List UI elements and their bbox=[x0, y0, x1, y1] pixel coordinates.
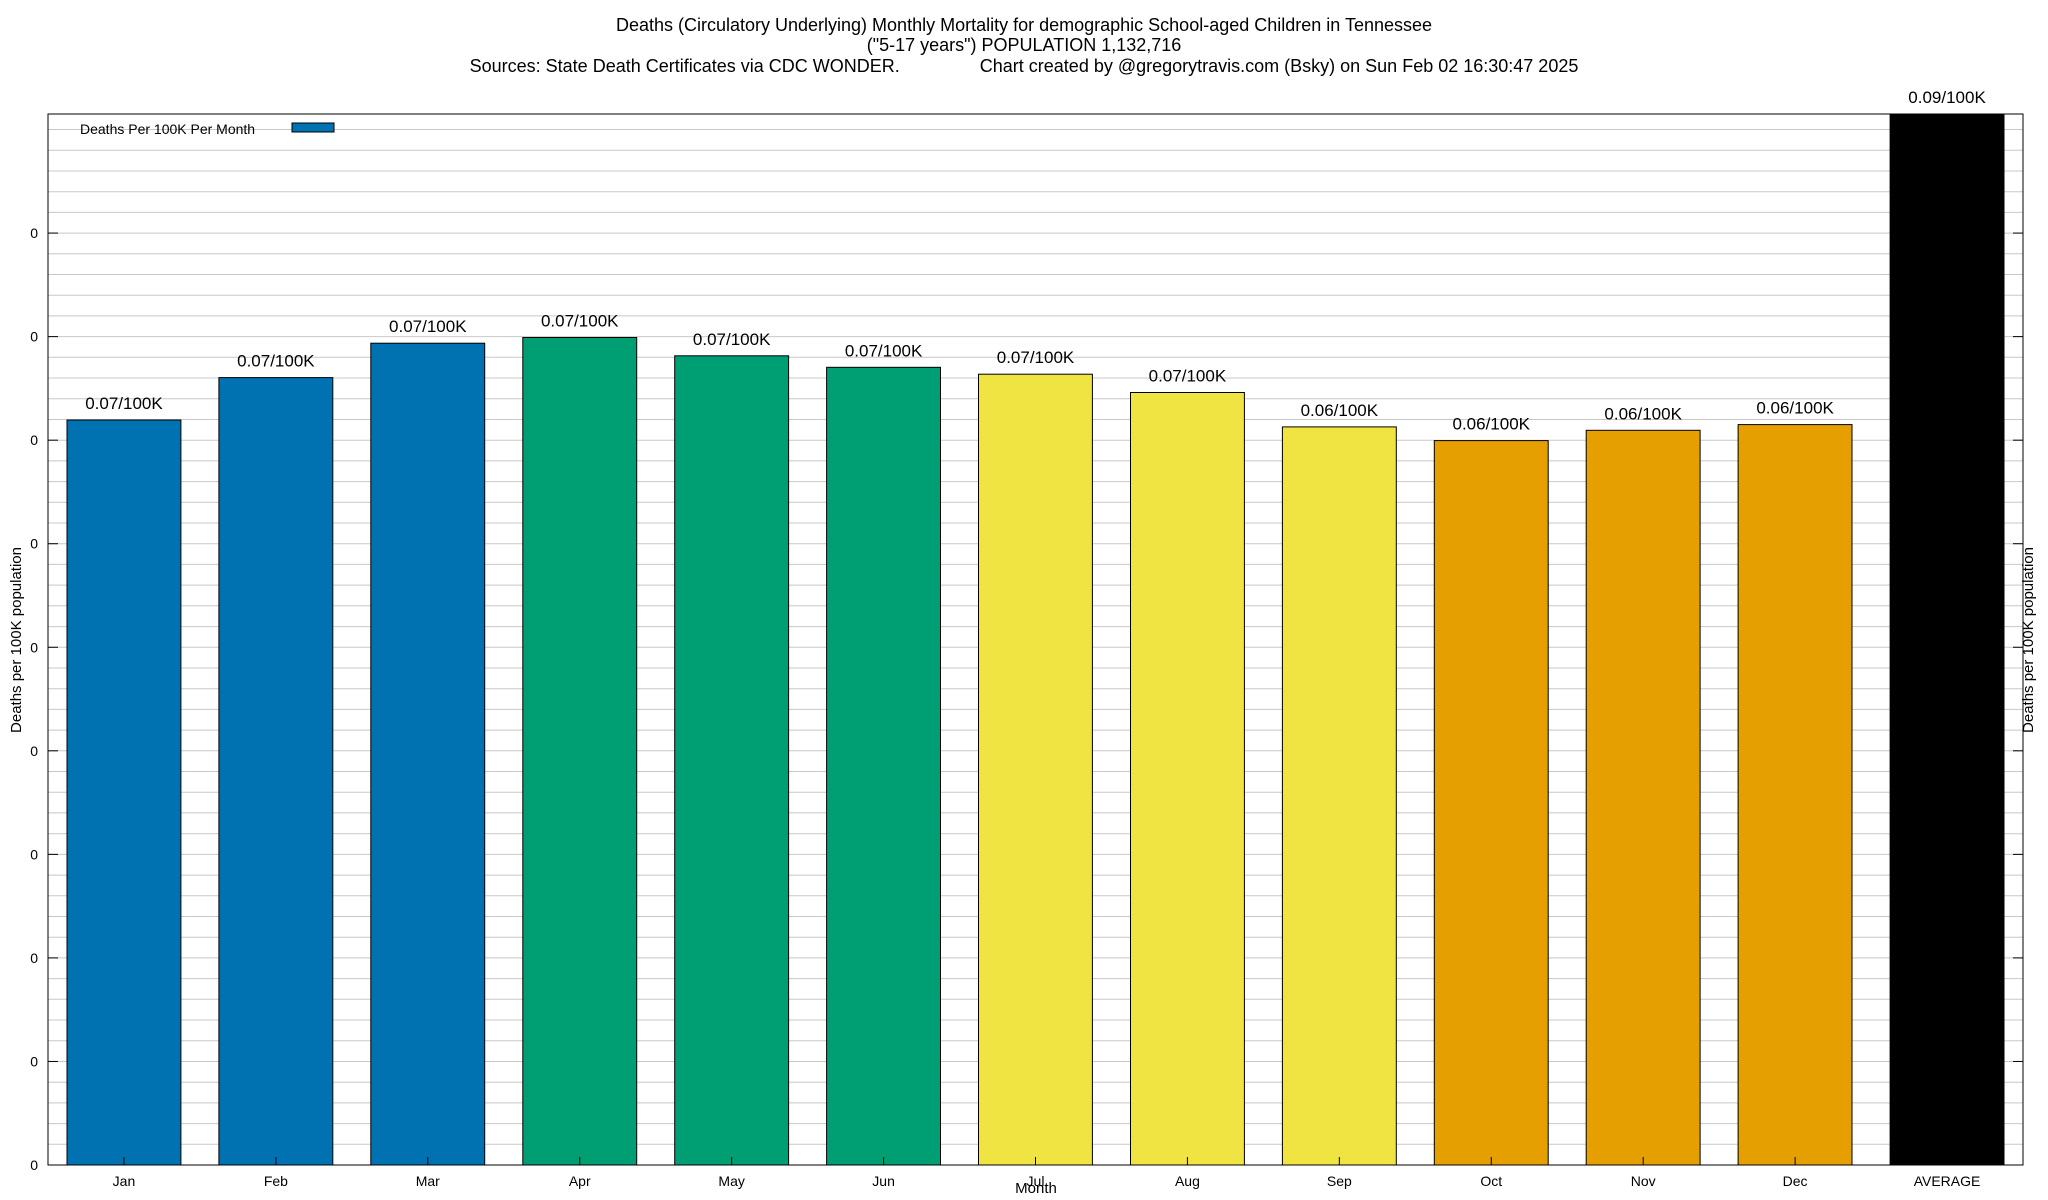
bar-feb bbox=[218, 377, 334, 1166]
y-tick-label: 0 bbox=[30, 1157, 38, 1173]
y-tick-label: 0 bbox=[30, 329, 38, 345]
x-tick-labels: Jan Feb Mar Apr May Jun Jul Aug Sep Oct Nov Dec AVER… bbox=[113, 1157, 1981, 1189]
bar-jul bbox=[978, 373, 1093, 1166]
bar-value-label: 0.07/100K bbox=[997, 348, 1075, 367]
x-tick-label: Aug bbox=[1175, 1173, 1200, 1189]
bar-value-label: 0.07/100K bbox=[1149, 367, 1227, 386]
legend-swatch bbox=[291, 122, 335, 133]
bar-value-label: 0.06/100K bbox=[1301, 401, 1379, 420]
y-tick-label: 0 bbox=[30, 743, 38, 759]
x-tick-label: Oct bbox=[1480, 1173, 1502, 1189]
bar-jun bbox=[826, 366, 941, 1166]
x-tick-label: Mar bbox=[416, 1173, 440, 1189]
y-tick-label: 0 bbox=[30, 536, 38, 552]
title-line-1: Deaths (Circulatory Underlying) Monthly … bbox=[616, 15, 1432, 35]
x-axis-label: Month bbox=[1015, 1180, 1057, 1197]
y-axis-label-left: Deaths per 100K population bbox=[8, 547, 25, 733]
bar-jan bbox=[66, 419, 182, 1166]
bar-value-label: 0.06/100K bbox=[1453, 415, 1531, 434]
bar-value-label: 0.06/100K bbox=[1604, 404, 1682, 423]
bar-value-label: 0.07/100K bbox=[541, 312, 619, 331]
legend-label: Deaths Per 100K Per Month bbox=[80, 121, 255, 137]
y-tick-label: 0 bbox=[30, 846, 38, 862]
y-tick-labels: 0 0 0 0 0 0 0 0 0 0 bbox=[30, 225, 38, 1173]
x-tick-label: Apr bbox=[569, 1173, 591, 1189]
bar-mar bbox=[370, 342, 486, 1166]
bar-may bbox=[674, 355, 790, 1166]
legend: Deaths Per 100K Per Month bbox=[80, 121, 335, 137]
bar-value-label: 0.07/100K bbox=[845, 341, 923, 360]
title-line-2: ("5-17 years") POPULATION 1,132,716 bbox=[867, 35, 1182, 55]
x-tick-label: Dec bbox=[1783, 1173, 1808, 1189]
x-tick-label: Jan bbox=[113, 1173, 136, 1189]
bar-apr bbox=[522, 337, 638, 1166]
bar-value-label: 0.07/100K bbox=[237, 352, 315, 371]
bar-oct bbox=[1433, 440, 1549, 1166]
title-line-3: Sources: State Death Certificates via CD… bbox=[470, 56, 1579, 76]
bar-aug bbox=[1130, 392, 1245, 1166]
bar-nov bbox=[1585, 429, 1701, 1166]
y-tick-label: 0 bbox=[30, 950, 38, 966]
bar-value-label: 0.07/100K bbox=[389, 317, 467, 336]
x-tick-label: AVERAGE bbox=[1914, 1173, 1981, 1189]
bar-average bbox=[1889, 113, 2005, 1166]
bar-value-labels: 0.07/100K 0.07/100K 0.07/100K 0.07/100K 0.07… bbox=[85, 88, 1986, 434]
title-block: Deaths (Circulatory Underlying) Monthly … bbox=[470, 15, 1579, 76]
y-tick-label: 0 bbox=[30, 1053, 38, 1069]
bar-value-label: 0.07/100K bbox=[693, 330, 771, 349]
x-tick-label: Jun bbox=[872, 1173, 895, 1189]
x-tick-label: Nov bbox=[1631, 1173, 1656, 1189]
x-tick-label: Sep bbox=[1327, 1173, 1352, 1189]
x-tick-label: Jul bbox=[1027, 1173, 1045, 1189]
y-tick-label: 0 bbox=[30, 639, 38, 655]
y-axis-label-right: Deaths per 100K population bbox=[2020, 547, 2037, 733]
bar-value-label: 0.09/100K bbox=[1908, 88, 1986, 107]
x-tick-label: May bbox=[718, 1173, 744, 1189]
bar-sep bbox=[1281, 426, 1397, 1166]
y-tick-label: 0 bbox=[30, 225, 38, 241]
bars bbox=[66, 113, 2005, 1166]
y-tick-label: 0 bbox=[30, 432, 38, 448]
bar-value-label: 0.07/100K bbox=[85, 394, 163, 413]
bar-value-label: 0.06/100K bbox=[1756, 399, 1834, 418]
x-tick-label: Feb bbox=[264, 1173, 288, 1189]
plot-frame bbox=[47, 113, 2024, 1166]
bar-dec bbox=[1737, 424, 1853, 1166]
